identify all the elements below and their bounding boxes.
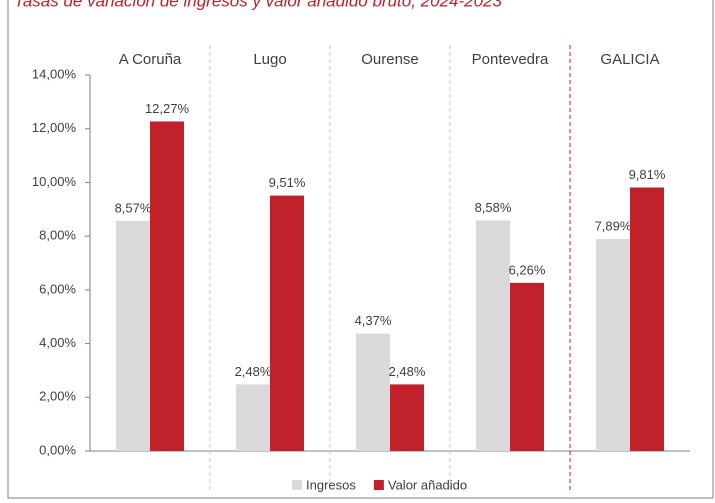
legend-swatch	[292, 480, 302, 490]
legend-label: Ingresos	[306, 477, 356, 492]
y-tick-label: 4,00%	[39, 335, 76, 350]
y-tick-label: 14,00%	[32, 66, 77, 81]
bar	[150, 121, 184, 451]
y-tick-label: 12,00%	[32, 120, 77, 135]
bar	[116, 220, 150, 451]
data-label: 9,81%	[629, 167, 666, 182]
chart-title: Tasas de variación de ingresos y valor a…	[14, 0, 503, 10]
data-label: 8,58%	[475, 200, 512, 215]
category-label: A Coruña	[119, 51, 182, 68]
bar	[476, 220, 510, 451]
y-tick-label: 6,00%	[39, 281, 76, 296]
legend-label: Valor añadido	[388, 477, 467, 492]
bar	[630, 187, 664, 451]
category-label: GALICIA	[600, 51, 659, 68]
data-label: 6,26%	[509, 262, 546, 277]
data-label: 12,27%	[145, 101, 190, 116]
bar	[236, 384, 270, 451]
data-label: 7,89%	[595, 219, 632, 234]
bar	[356, 333, 390, 451]
category-label: Lugo	[253, 51, 286, 68]
legend-swatch	[373, 480, 384, 490]
data-label: 2,48%	[235, 364, 272, 379]
bar	[270, 195, 304, 451]
data-label: 8,57%	[115, 200, 152, 215]
y-tick-label: 10,00%	[32, 174, 77, 189]
bar	[390, 384, 424, 451]
data-label: 2,48%	[389, 364, 426, 379]
category-label: Ourense	[361, 51, 419, 68]
y-tick-label: 8,00%	[39, 228, 76, 243]
bar	[596, 239, 630, 451]
y-tick-label: 0,00%	[39, 442, 76, 457]
data-label: 4,37%	[355, 313, 392, 328]
data-label: 9,51%	[269, 175, 306, 190]
frame	[7, 0, 714, 499]
bar	[510, 282, 544, 451]
category-label: Pontevedra	[472, 51, 549, 68]
y-tick-label: 2,00%	[39, 389, 76, 404]
